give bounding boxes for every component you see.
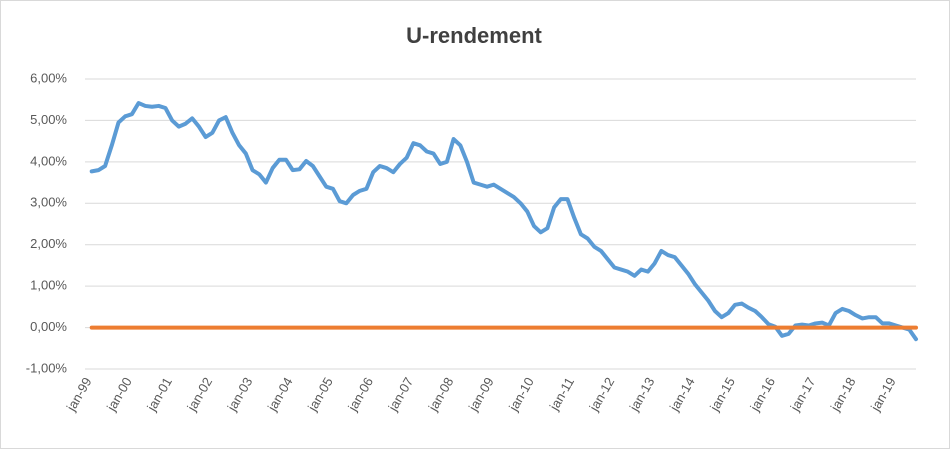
y-tick-label: 6,00% — [30, 70, 67, 85]
y-tick-label: 0,00% — [30, 319, 67, 334]
chart-title: U-rendement — [406, 23, 542, 48]
y-tick-label: 2,00% — [30, 236, 67, 251]
y-tick-label: 1,00% — [30, 278, 67, 293]
y-tick-label: 3,00% — [30, 195, 67, 210]
y-tick-label: 5,00% — [30, 112, 67, 127]
data-line — [89, 101, 918, 342]
y-tick-label: 4,00% — [30, 153, 67, 168]
y-tick-label: -1,00% — [26, 360, 68, 375]
